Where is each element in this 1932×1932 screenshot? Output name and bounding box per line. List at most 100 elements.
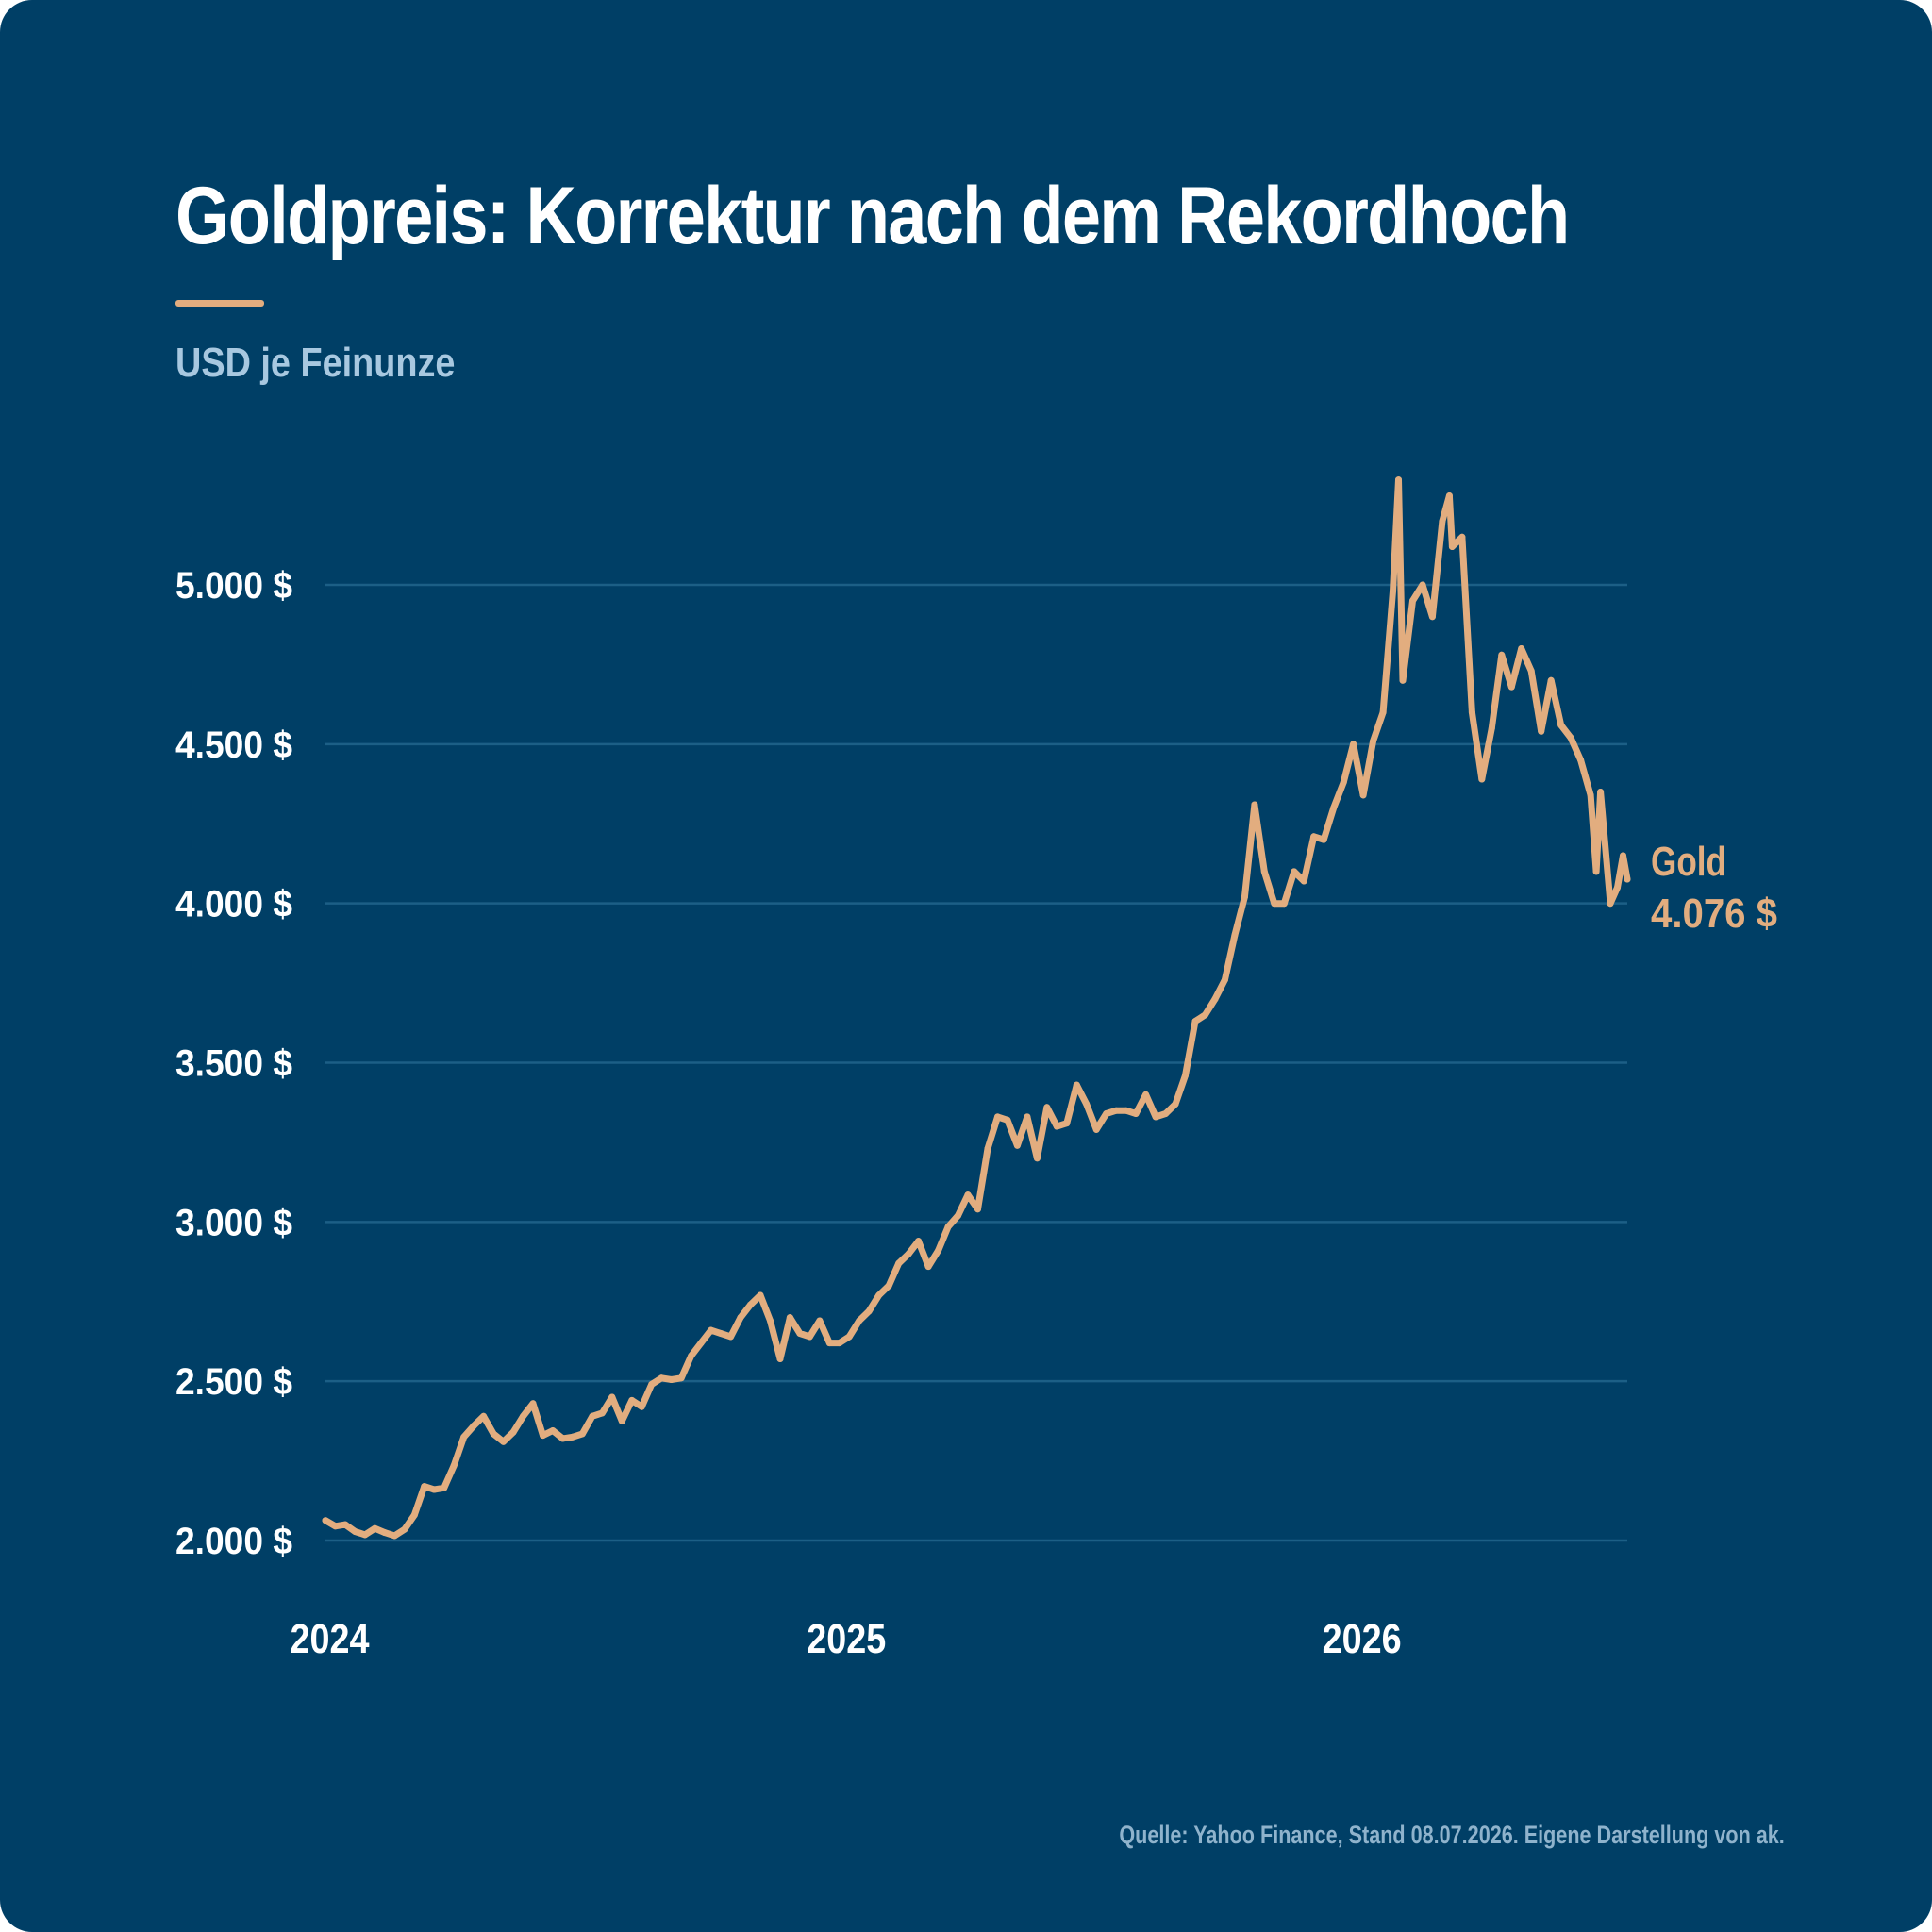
data-point: [598, 1409, 606, 1417]
data-point: [944, 1223, 952, 1230]
data-point: [540, 1432, 546, 1440]
data-point: [767, 1317, 774, 1324]
data-point: [1547, 676, 1555, 684]
data-point: [1103, 1110, 1110, 1117]
data-point: [1428, 613, 1436, 621]
data-point: [776, 1356, 784, 1362]
data-point: [1162, 1110, 1170, 1117]
data-point: [1395, 476, 1402, 484]
data-point: [825, 1340, 833, 1347]
data-point: [708, 1326, 715, 1334]
data-point: [549, 1427, 557, 1434]
title-accent-line: [175, 300, 264, 307]
data-point: [757, 1291, 764, 1299]
y-tick-label: 2.000 $: [175, 1521, 292, 1562]
data-point: [1182, 1072, 1189, 1079]
x-tick-label: 2024: [290, 1616, 369, 1662]
data-point: [509, 1428, 517, 1436]
x-axis-tick-labels: 2024 2025 2026: [290, 1616, 1401, 1662]
data-point: [520, 1412, 526, 1420]
data-point: [955, 1212, 961, 1220]
data-point: [1379, 708, 1387, 716]
series-line-gold: [322, 476, 1631, 1540]
data-point: [1112, 1107, 1120, 1114]
x-tick-label: 2026: [1323, 1616, 1402, 1662]
data-point: [638, 1403, 645, 1410]
data-point: [885, 1282, 892, 1290]
data-point: [1241, 893, 1248, 901]
data-point: [895, 1259, 903, 1267]
y-tick-label: 4.000 $: [175, 884, 292, 925]
data-point: [500, 1438, 508, 1445]
data-point: [1053, 1123, 1060, 1130]
data-point: [618, 1417, 625, 1424]
data-point: [1445, 492, 1453, 499]
data-point: [1260, 868, 1268, 875]
data-point: [915, 1238, 923, 1245]
data-point: [450, 1462, 458, 1470]
data-point: [1280, 900, 1288, 908]
data-point: [648, 1381, 656, 1388]
data-point: [1330, 804, 1338, 811]
data-point: [1468, 708, 1475, 716]
data-point: [1350, 741, 1357, 748]
data-point: [441, 1484, 448, 1491]
data-point: [1024, 1113, 1031, 1121]
y-axis-tick-labels: 2.000 $ 2.500 $ 3.000 $ 3.500 $ 4.000 $ 4.500…: [175, 565, 292, 1562]
data-point: [1488, 724, 1495, 732]
data-point: [322, 1517, 329, 1524]
data-point: [796, 1330, 804, 1337]
data-point: [1132, 1110, 1140, 1117]
data-point: [1033, 1155, 1041, 1162]
data-point: [470, 1422, 477, 1429]
data-point: [1359, 791, 1367, 799]
data-point: [737, 1314, 744, 1322]
gridlines: [325, 583, 1627, 1542]
data-point: [688, 1352, 695, 1359]
data-point: [460, 1433, 468, 1441]
data-point: [1419, 581, 1426, 589]
chart-title: Goldpreis: Korrektur nach dem Rekordhoch: [175, 171, 1570, 261]
data-point: [727, 1333, 735, 1341]
data-point: [559, 1435, 566, 1442]
data-point: [1399, 676, 1407, 684]
data-point: [786, 1314, 793, 1322]
data-point: [569, 1433, 576, 1441]
data-point: [994, 1113, 1001, 1121]
data-point: [381, 1529, 389, 1537]
data-point: [1142, 1091, 1150, 1098]
data-point: [865, 1307, 873, 1315]
data-point: [1310, 833, 1318, 841]
data-point: [1271, 900, 1278, 908]
data-point: [1458, 533, 1466, 541]
data-point: [816, 1317, 824, 1324]
data-point: [1063, 1120, 1071, 1127]
data-point: [1518, 645, 1525, 652]
y-tick-label: 3.500 $: [175, 1043, 292, 1085]
data-point: [677, 1374, 685, 1382]
data-point: [529, 1400, 537, 1407]
data-point: [1202, 1011, 1208, 1019]
data-point: [1300, 877, 1307, 885]
data-point: [1251, 801, 1258, 808]
data-point: [905, 1250, 912, 1257]
data-point: [1152, 1113, 1159, 1121]
x-tick-label: 2025: [807, 1616, 886, 1662]
data-point: [1390, 588, 1396, 595]
data-point: [1507, 683, 1515, 691]
data-point: [1597, 789, 1605, 795]
series-end-labels: Gold 4.076 $: [1651, 839, 1777, 937]
data-point: [875, 1291, 883, 1299]
data-point: [1231, 931, 1239, 939]
source-note: Quelle: Yahoo Finance, Stand 08.07.2026.…: [1119, 1821, 1785, 1849]
data-point: [1498, 651, 1506, 658]
data-point: [1448, 543, 1456, 550]
data-point: [410, 1511, 418, 1519]
data-point: [1607, 900, 1614, 908]
data-point: [1043, 1104, 1051, 1111]
data-point: [964, 1191, 972, 1199]
data-point: [717, 1330, 724, 1337]
data-point: [1624, 875, 1631, 883]
